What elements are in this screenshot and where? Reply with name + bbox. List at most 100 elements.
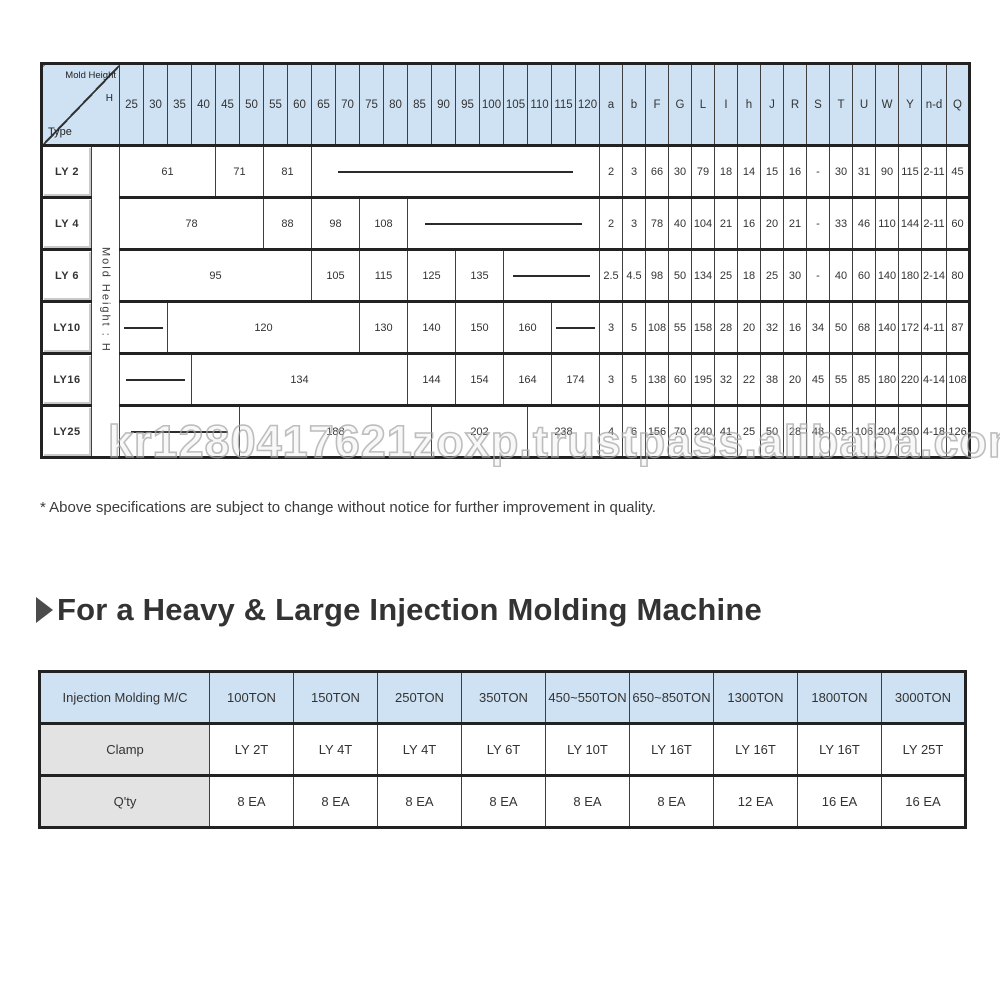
spec-height-col-header-50: 50 — [239, 63, 264, 146]
spec-corner-cell: Mold Height H Type — [41, 63, 120, 146]
spec-height-span: 140 — [407, 300, 456, 354]
spec-value-cell: 195 — [691, 352, 715, 406]
spec-value-cell: 87 — [946, 300, 971, 354]
spec-value-cell: 4-18 — [920, 404, 948, 458]
spec-value-cell: 21 — [783, 196, 807, 250]
machine-value-cell: 12 EA — [713, 774, 798, 828]
spec-type-cell: LY 6 — [41, 248, 92, 302]
spec-row-ly6: LY 6 95 105 115 125 135 2.5 4.5 98 50 134 25 18 25 30-… — [41, 248, 971, 302]
machine-value-cell: LY 10T — [545, 722, 630, 776]
spec-value-cell: 55 — [668, 300, 692, 354]
spec-height-col-header-65: 65 — [311, 63, 336, 146]
machine-row-label: Clamp — [39, 722, 210, 776]
spec-value-cell: 16 — [783, 300, 807, 354]
spec-value-cell: 31 — [852, 144, 876, 198]
spec-height-span: 115 — [359, 248, 408, 302]
dash-line — [124, 326, 163, 329]
spec-value-cell: - — [806, 196, 830, 250]
spec-value-cell: 55 — [829, 352, 853, 406]
spec-height-span — [311, 144, 600, 198]
spec-value-cell: 25 — [760, 248, 784, 302]
spec-letter-col-header-n-d: n-d — [920, 63, 948, 146]
spec-value-cell: 180 — [898, 248, 922, 302]
machine-col-header: 150TON — [293, 670, 378, 724]
spec-value-cell: 20 — [783, 352, 807, 406]
spec-value-cell: 220 — [898, 352, 922, 406]
spec-height-col-header-75: 75 — [359, 63, 384, 146]
spec-value-cell: 14 — [737, 144, 761, 198]
spec-value-cell: 45 — [806, 352, 830, 406]
spec-table: Mold Height H Type 25 30 35 40 45 50 55 60 65 70 7… — [40, 62, 972, 459]
spec-value-cell: 5 — [622, 352, 646, 406]
spec-value-cell: 110 — [875, 196, 899, 250]
spec-height-col-header-80: 80 — [383, 63, 408, 146]
spec-row-ly4: LY 4 78 88 98 108 2 3 78 40 104 21 16 20 21-33 46 110 14… — [41, 196, 971, 250]
spec-value-cell: 21 — [714, 196, 738, 250]
spec-value-cell: 25 — [714, 248, 738, 302]
spec-value-cell: 79 — [691, 144, 715, 198]
machine-value-cell: 16 EA — [881, 774, 966, 828]
section-heading-text: For a Heavy & Large Injection Molding Ma… — [57, 592, 762, 627]
spec-height-span: 238 — [527, 404, 600, 458]
spec-height-span: 188 — [239, 404, 432, 458]
spec-value-cell: 2-11 — [920, 196, 948, 250]
dash-line — [512, 274, 591, 277]
machine-col-header: 250TON — [377, 670, 462, 724]
spec-height-span: 88 — [263, 196, 312, 250]
machine-col-header: 650~850TON — [629, 670, 714, 724]
spec-height-col-header-120: 120 — [575, 63, 600, 146]
spec-height-span — [503, 248, 600, 302]
spec-value-cell: 156 — [645, 404, 669, 458]
spec-value-cell: 60 — [946, 196, 971, 250]
spec-height-span: 61 — [119, 144, 216, 198]
spec-value-cell: 6 — [622, 404, 646, 458]
spec-letter-col-header-Y: Y — [898, 63, 922, 146]
spec-value-cell: 60 — [668, 352, 692, 406]
spec-value-cell: 140 — [875, 300, 899, 354]
machine-value-cell: LY 4T — [293, 722, 378, 776]
spec-value-cell: 40 — [829, 248, 853, 302]
spec-value-cell: 2.5 — [599, 248, 623, 302]
spec-row-ly25: LY25 188 202 238 4 6 156 70 240 41 25 50 28 48 65 106 20… — [41, 404, 971, 458]
spec-type-cell: LY16 — [41, 352, 92, 406]
spec-value-cell: 3 — [622, 196, 646, 250]
spec-letter-col-header-I: I — [714, 63, 738, 146]
spec-value-cell: 144 — [898, 196, 922, 250]
spec-letter-col-header-h: h — [737, 63, 761, 146]
spec-height-span: 202 — [431, 404, 528, 458]
spec-value-cell: 28 — [783, 404, 807, 458]
spec-height-col-header-105: 105 — [503, 63, 528, 146]
spec-height-col-header-115: 115 — [551, 63, 576, 146]
spec-height-span — [551, 300, 600, 354]
machine-value-cell: 8 EA — [629, 774, 714, 828]
spec-value-cell: 3 — [599, 300, 623, 354]
spec-value-cell: 45 — [946, 144, 971, 198]
spec-type-cell: LY25 — [41, 404, 92, 458]
spec-value-cell: 20 — [737, 300, 761, 354]
machine-value-cell: LY 6T — [461, 722, 546, 776]
spec-value-cell: 140 — [875, 248, 899, 302]
spec-value-cell: 85 — [852, 352, 876, 406]
spec-height-span: 81 — [263, 144, 312, 198]
spec-value-cell: 16 — [783, 144, 807, 198]
spec-value-cell: 15 — [760, 144, 784, 198]
spec-height-col-header-60: 60 — [287, 63, 312, 146]
machine-header-row: Injection Molding M/C 100TON 150TON 250TON 3… — [39, 670, 966, 724]
spec-letter-col-header-U: U — [852, 63, 876, 146]
dash-line — [337, 170, 574, 173]
spec-height-span: 150 — [455, 300, 504, 354]
spec-letter-col-header-b: b — [622, 63, 646, 146]
spec-value-cell: 80 — [946, 248, 971, 302]
dash-line — [130, 430, 229, 433]
spec-value-cell: 104 — [691, 196, 715, 250]
machine-row-clamp: Clamp LY 2T LY 4T LY 4T LY 6T LY 10T LY 16T LY … — [39, 722, 966, 776]
spec-value-cell: 22 — [737, 352, 761, 406]
spec-header-row: Mold Height H Type 25 30 35 40 45 50 55 60 65 70 7… — [41, 63, 971, 146]
spec-value-cell: 20 — [760, 196, 784, 250]
spec-height-col-header-85: 85 — [407, 63, 432, 146]
spec-value-cell: 180 — [875, 352, 899, 406]
spec-height-span: 164 — [503, 352, 552, 406]
spec-height-col-header-55: 55 — [263, 63, 288, 146]
spec-value-cell: 18 — [737, 248, 761, 302]
